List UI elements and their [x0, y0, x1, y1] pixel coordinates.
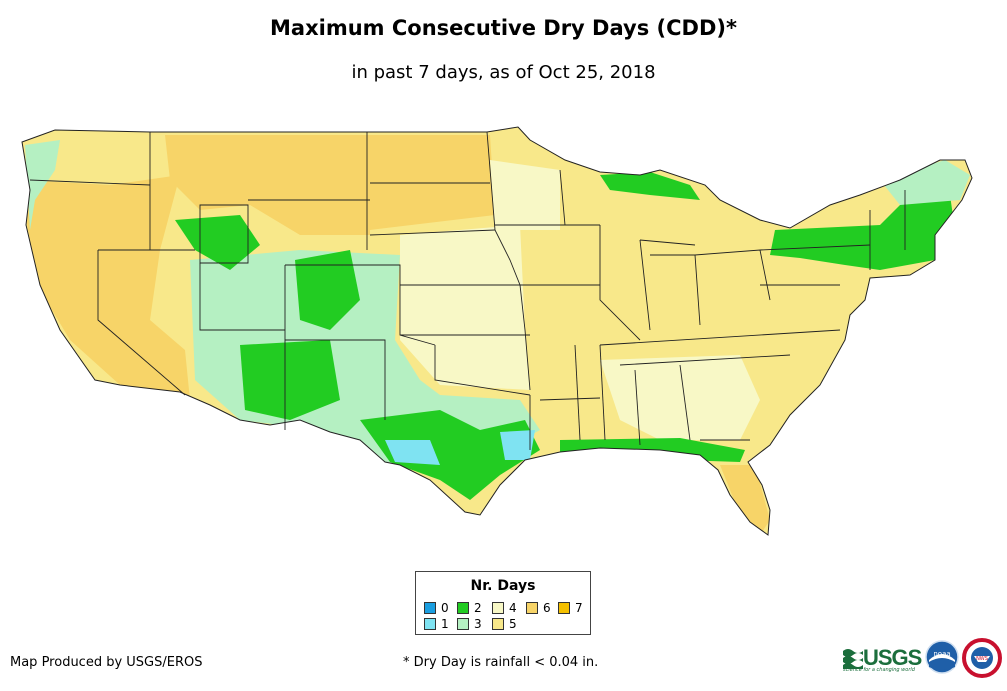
map-title: Maximum Consecutive Dry Days (CDD)* [270, 16, 737, 40]
noaa-logo: noaa [925, 640, 959, 674]
usgs-tagline: science for a changing world [843, 667, 915, 673]
region-2-days-texas [360, 410, 540, 500]
region-4-days-midwest [490, 160, 560, 230]
legend-swatch-4 [492, 602, 504, 614]
legend-item-7: 7 [558, 602, 583, 614]
legend-item-0: 0 [424, 602, 449, 614]
legend-item-3: 3 [457, 618, 482, 630]
nws-logo: NWS [962, 638, 1002, 678]
region-1-day-texas-east [500, 430, 535, 460]
region-3-days-new-england [880, 160, 970, 205]
legend-swatch-0 [424, 602, 436, 614]
region-1-day-texas-west [385, 440, 440, 465]
region-2-days-colorado [295, 250, 360, 330]
legend: Nr. Days 0 1 2 3 4 5 6 7 [415, 571, 591, 635]
legend-item-1: 1 [424, 618, 449, 630]
region-4-days-plains [400, 225, 530, 390]
region-4-days-southeast [600, 355, 760, 440]
legend-label-3: 3 [474, 617, 482, 631]
usgs-wordmark: USGS [863, 645, 922, 670]
legend-swatch-3 [457, 618, 469, 630]
legend-label-2: 2 [474, 601, 482, 615]
legend-label-6: 6 [543, 601, 551, 615]
region-6-days-west [22, 175, 190, 400]
region-3-days-pacific-nw [25, 140, 60, 230]
noaa-logo-text: noaa [933, 650, 950, 658]
usgs-logo: USGS science for a changing world [843, 643, 922, 673]
legend-label-5: 5 [509, 617, 517, 631]
legend-item-2: 2 [457, 602, 482, 614]
legend-label-0: 0 [441, 601, 449, 615]
legend-swatch-7 [558, 602, 570, 614]
legend-label-1: 1 [441, 617, 449, 631]
legend-label-7: 7 [575, 601, 583, 615]
state-boundaries [29, 131, 906, 450]
map-subtitle: in past 7 days, as of Oct 25, 2018 [351, 62, 656, 83]
dry-day-footnote: * Dry Day is rainfall < 0.04 in. [403, 655, 599, 670]
region-2-days-michigan [600, 172, 700, 200]
usgs-wave-icon [843, 649, 863, 669]
legend-title: Nr. Days [470, 578, 536, 594]
map-credit: Map Produced by USGS/EROS [10, 655, 203, 670]
legend-item-4: 4 [492, 602, 517, 614]
legend-swatch-5 [492, 618, 504, 630]
legend-swatch-6 [526, 602, 538, 614]
region-6-days-dakotas [370, 135, 495, 230]
region-2-days-northeast [770, 195, 955, 270]
legend-item-5: 5 [492, 618, 517, 630]
region-6-days-florida [720, 465, 770, 535]
legend-label-4: 4 [509, 601, 517, 615]
legend-swatch-2 [457, 602, 469, 614]
legend-item-6: 6 [526, 602, 551, 614]
region-2-days-arizona-nm [240, 340, 340, 420]
nws-logo-text: NWS [976, 656, 988, 662]
region-2-days-idaho [175, 215, 260, 270]
region-6-days-montana [165, 135, 370, 235]
cdd-regions [22, 127, 972, 535]
legend-swatch-1 [424, 618, 436, 630]
